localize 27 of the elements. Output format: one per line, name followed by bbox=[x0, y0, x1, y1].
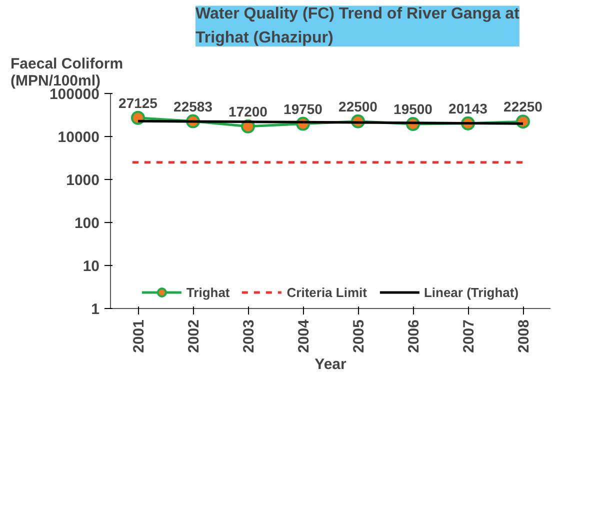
data-label: 27125 bbox=[118, 94, 158, 111]
y-tick-label: 10000 bbox=[58, 129, 100, 146]
x-tick-label: 2003 bbox=[240, 319, 258, 353]
x-tick-label: 2008 bbox=[516, 319, 532, 353]
data-label: 19500 bbox=[394, 101, 433, 118]
data-label: 22250 bbox=[504, 98, 543, 115]
y-axis-title: Faecal Coliform (MPN/100ml) bbox=[10, 56, 124, 90]
data-label: 22500 bbox=[338, 98, 378, 114]
y-tick-label: 100 bbox=[74, 215, 100, 232]
chart-title: Water Quality (FC) Trend of River Ganga at Trighat (Ghazipur) bbox=[196, 6, 520, 46]
data-label: 20143 bbox=[448, 100, 488, 116]
legend-label: Trighat bbox=[186, 284, 230, 300]
x-tick-label: 2004 bbox=[296, 318, 312, 353]
data-label: 22583 bbox=[174, 98, 213, 114]
y-tick-label: 1000 bbox=[66, 172, 100, 189]
x-tick-label: 2005 bbox=[350, 319, 368, 353]
x-tick-label: 2001 bbox=[130, 319, 148, 353]
data-label: 19750 bbox=[284, 100, 323, 117]
x-tick-label: 2002 bbox=[186, 319, 202, 353]
x-axis-title: Year bbox=[314, 356, 347, 373]
y-tick-label: 1 bbox=[91, 301, 100, 318]
legend-label: Criteria Limit bbox=[286, 284, 367, 300]
y-tick-label: 10 bbox=[82, 258, 100, 275]
x-tick-label: 2007 bbox=[460, 319, 478, 353]
data-label: 17200 bbox=[228, 103, 268, 120]
legend-label: Linear (Trighat) bbox=[424, 284, 519, 300]
x-tick-label: 2006 bbox=[406, 319, 422, 353]
